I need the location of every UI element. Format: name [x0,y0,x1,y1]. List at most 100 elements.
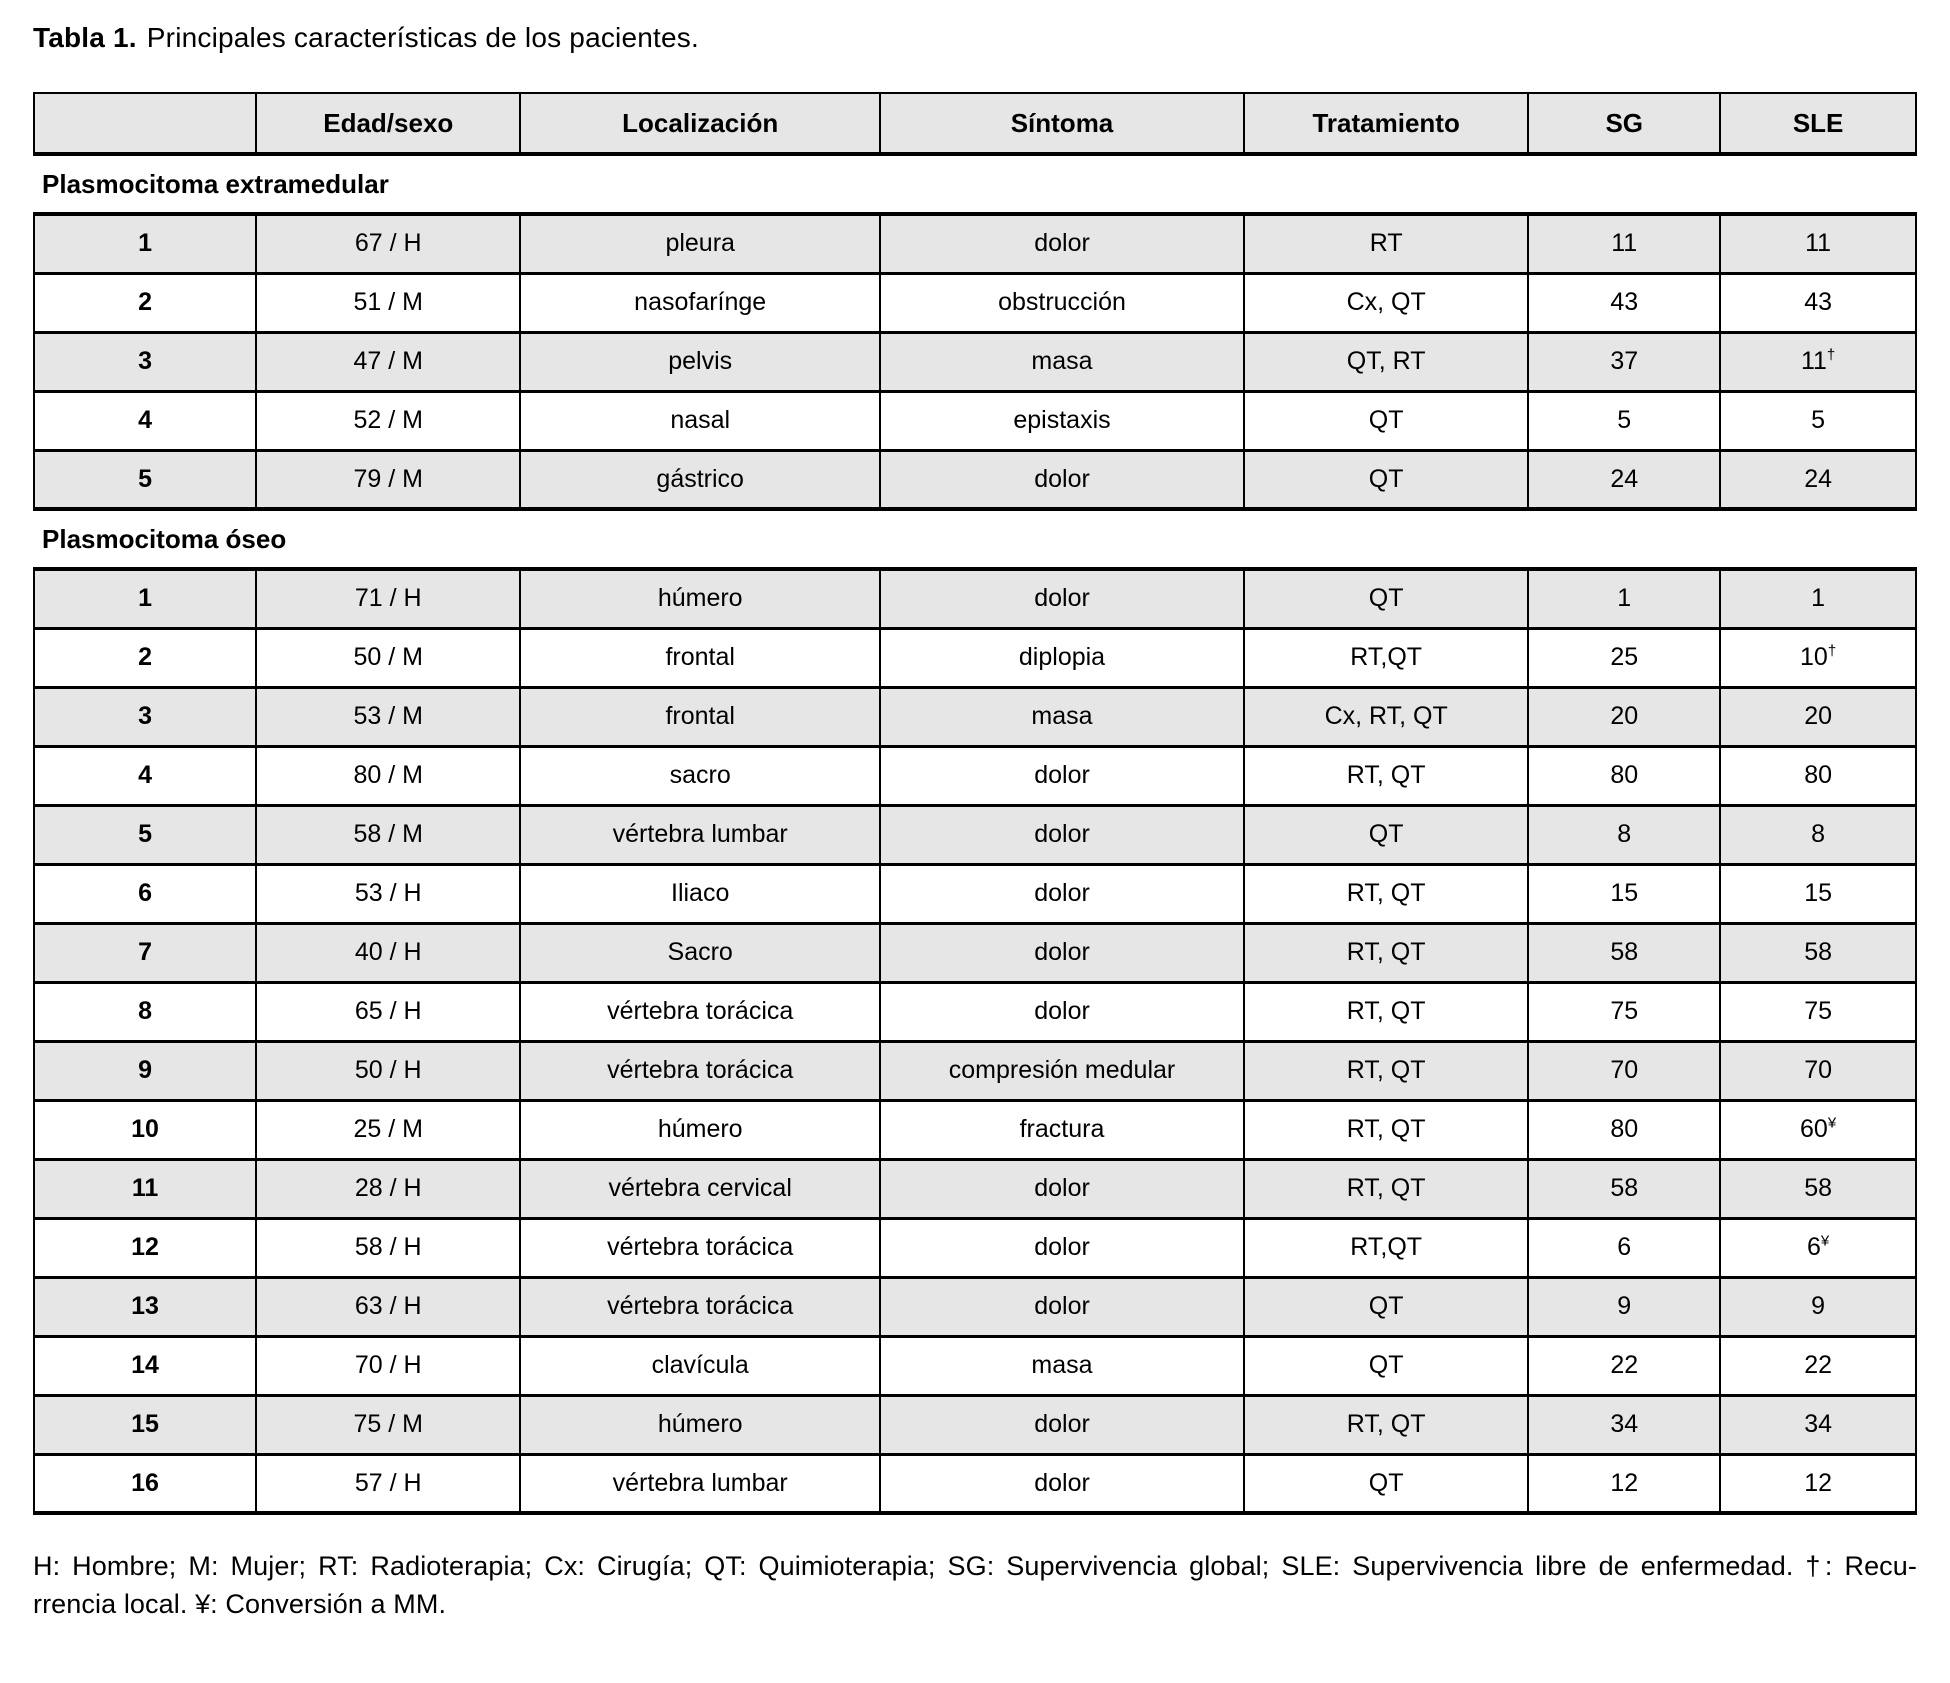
cell-localizacion: Sacro [519,923,881,984]
col-header-sg: SG [1527,92,1722,156]
cell-edad-sexo: 63 / H [255,1277,522,1338]
cell-localizacion: húmero [519,1395,881,1456]
cell-sle: 6¥ [1719,1218,1917,1279]
cell-sle: 34 [1719,1395,1917,1456]
cell-sg: 12 [1527,1454,1722,1515]
cell-sintoma: dolor [878,450,1246,511]
cell-sintoma: compresión medular [878,1041,1246,1102]
col-header-localizacion: Localización [519,92,881,156]
cell-sle: 15 [1719,864,1917,925]
cell-sintoma: dolor [878,805,1246,866]
table-row: 7 40 / H Sacro dolor RT, QT 58 58 [32,923,1917,984]
cell-sintoma: dolor [878,864,1246,925]
cell-sle: 43 [1719,273,1917,334]
section-header-oseo: Plasmocitoma óseo [34,507,1916,571]
sle-footnote-marker: ¥ [1827,1114,1837,1132]
cell-edad-sexo: 51 / M [255,273,522,334]
col-header-sintoma: Síntoma [878,92,1246,156]
sle-footnote-marker: ¥ [1820,1232,1830,1250]
cell-edad-sexo: 58 / H [255,1218,522,1279]
cell-num: 4 [32,746,258,807]
cell-edad-sexo: 79 / M [255,450,522,511]
cell-sle: 1 [1719,569,1917,630]
cell-sintoma: dolor [878,1395,1246,1456]
cell-num: 13 [32,1277,258,1338]
cell-sle: 22 [1719,1336,1917,1397]
cell-edad-sexo: 50 / M [255,628,522,689]
cell-edad-sexo: 80 / M [255,746,522,807]
cell-sg: 9 [1527,1277,1722,1338]
cell-sintoma: epistaxis [878,391,1246,452]
cell-tratamiento: QT [1243,805,1530,866]
sle-footnote-marker: † [1826,346,1836,364]
cell-sintoma: dolor [878,746,1246,807]
cell-sle: 10† [1719,628,1917,689]
cell-num: 2 [32,273,258,334]
cell-sg: 25 [1527,628,1722,689]
cell-edad-sexo: 53 / H [255,864,522,925]
cell-sg: 1 [1527,569,1722,630]
cell-sg: 70 [1527,1041,1722,1102]
cell-tratamiento: QT [1243,569,1530,630]
cell-sintoma: dolor [878,569,1246,630]
cell-sle: 24 [1719,450,1917,511]
cell-tratamiento: Cx, QT [1243,273,1530,334]
cell-sg: 15 [1527,864,1722,925]
cell-sle: 9 [1719,1277,1917,1338]
cell-tratamiento: RT,QT [1243,1218,1530,1279]
cell-sg: 58 [1527,923,1722,984]
cell-num: 6 [32,864,258,925]
cell-num: 3 [32,332,258,393]
cell-edad-sexo: 47 / M [255,332,522,393]
cell-sle: 58 [1719,1159,1917,1220]
cell-sintoma: dolor [878,1218,1246,1279]
cell-sle: 11 [1719,214,1917,275]
table-row: 6 53 / H Iliaco dolor RT, QT 15 15 [32,864,1917,925]
cell-num: 12 [32,1218,258,1279]
cell-tratamiento: QT [1243,1454,1530,1515]
cell-sg: 8 [1527,805,1722,866]
col-header-empty [32,92,258,156]
cell-sg: 80 [1527,1100,1722,1161]
cell-num: 11 [32,1159,258,1220]
cell-tratamiento: RT, QT [1243,1041,1530,1102]
cell-localizacion: vértebra torácica [519,1218,881,1279]
cell-sg: 75 [1527,982,1722,1043]
patients-table: Edad/sexo Localización Síntoma Tratamien… [32,92,1917,1515]
cell-sle: 60¥ [1719,1100,1917,1161]
cell-sg: 22 [1527,1336,1722,1397]
cell-edad-sexo: 67 / H [255,214,522,275]
cell-num: 10 [32,1100,258,1161]
cell-edad-sexo: 52 / M [255,391,522,452]
cell-localizacion: vértebra lumbar [519,1454,881,1515]
cell-num: 15 [32,1395,258,1456]
cell-sg: 24 [1527,450,1722,511]
cell-sle: 20 [1719,687,1917,748]
cell-tratamiento: QT [1243,391,1530,452]
cell-localizacion: sacro [519,746,881,807]
cell-tratamiento: QT [1243,450,1530,511]
cell-sg: 11 [1527,214,1722,275]
cell-num: 16 [32,1454,258,1515]
cell-num: 5 [32,450,258,511]
cell-localizacion: pelvis [519,332,881,393]
cell-tratamiento: RT [1243,214,1530,275]
cell-sintoma: dolor [878,1159,1246,1220]
cell-edad-sexo: 28 / H [255,1159,522,1220]
table-title: Tabla 1. Principales características de l… [33,22,1917,54]
cell-sintoma: dolor [878,982,1246,1043]
cell-sintoma: dolor [878,214,1246,275]
cell-sle: 11† [1719,332,1917,393]
